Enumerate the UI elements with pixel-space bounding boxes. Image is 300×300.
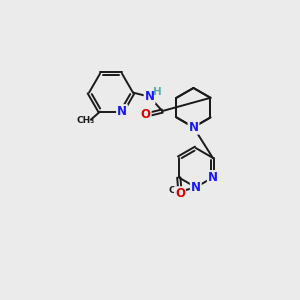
Text: N: N (208, 171, 218, 184)
Text: CH₃: CH₃ (76, 116, 95, 125)
Text: N: N (145, 90, 154, 103)
Text: O: O (141, 108, 151, 121)
Text: CH₃: CH₃ (169, 186, 187, 195)
Text: N: N (117, 105, 127, 118)
Text: H: H (153, 87, 162, 97)
Text: O: O (175, 187, 185, 200)
Text: N: N (191, 181, 201, 194)
Text: N: N (188, 121, 199, 134)
